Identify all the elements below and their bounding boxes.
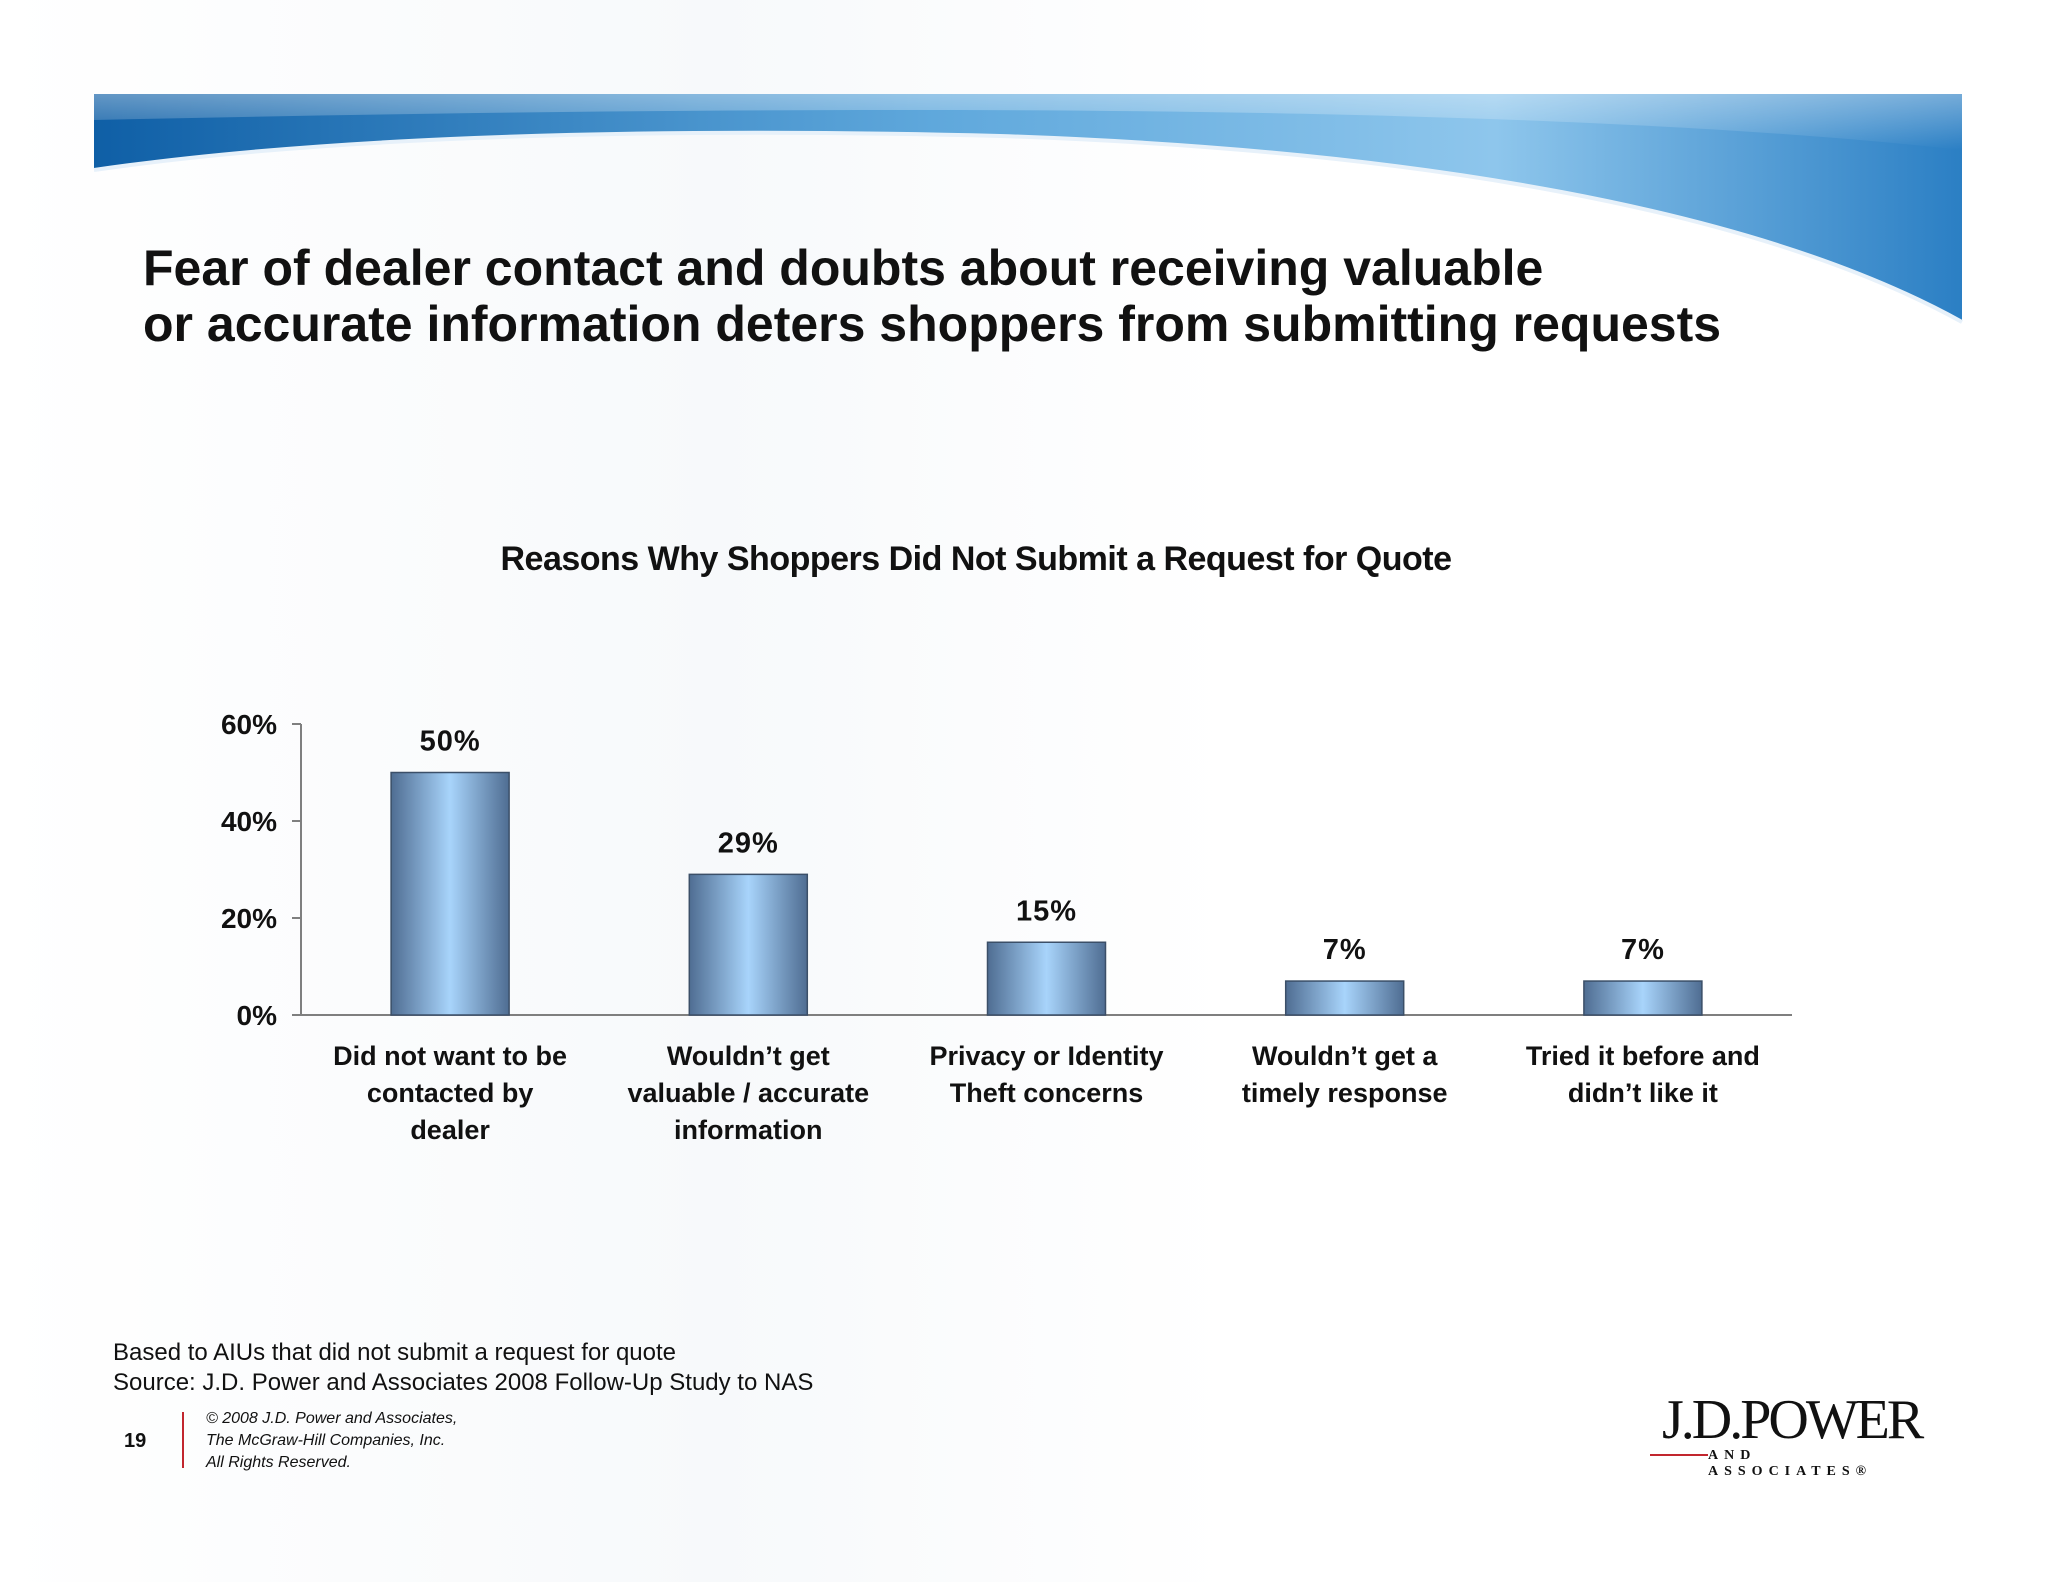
slide-title-line: or accurate information deters shoppers … [143,296,1722,352]
x-tick-label: Wouldn’t get valuable / accurate informati… [598,1038,898,1149]
x-tick-label-line: contacted by [366,1078,534,1108]
y-tick-label: 0% [237,1000,278,1031]
x-tick-label-line: Theft concerns [949,1078,1144,1108]
data-label: 29% [718,827,779,859]
x-tick-label-line: valuable / accurate [627,1078,870,1108]
logo-main-text: J.D.POWER [1662,1389,1924,1451]
footnotes: Based to AIUs that did not submit a requ… [113,1338,813,1398]
x-tick-label: Wouldn’t get a timely response [1195,1038,1495,1112]
chart-title: Reasons Why Shoppers Did Not Submit a Re… [0,540,2048,579]
bar [1284,980,1405,1016]
bar [986,941,1107,1016]
logo-sub-text: AND ASSOCIATES® [1708,1448,1873,1479]
data-label: 7% [1621,934,1665,966]
logo-red-line [1650,1454,1708,1456]
copyright-line: The McGraw-Hill Companies, Inc. [206,1432,446,1449]
x-tick-label-line: Wouldn’t get [666,1041,830,1071]
slide-title: Fear of dealer contact and doubts about … [143,240,1843,352]
copyright-line: © 2008 J.D. Power and Associates, [206,1410,458,1427]
bar [1583,980,1703,1016]
x-tick-label-line: didn’t like it [1567,1078,1718,1108]
y-tick-label: 40% [221,806,277,837]
bar [390,771,510,1016]
x-tick-label: Did not want to be contacted by dealer [300,1038,600,1149]
x-tick-label-line: Tried it before and [1525,1041,1760,1071]
copyright-line: All Rights Reserved. [206,1454,351,1471]
bar [688,873,809,1016]
x-tick-label-line: Wouldn’t get a [1251,1041,1438,1071]
y-tick-label: 60% [221,709,277,740]
page-number: 19 [124,1430,147,1452]
x-tick-label-line: dealer [410,1115,490,1145]
jd-power-logo: J.D.POWER AND ASSOCIATES® [1650,1390,1924,1479]
x-tick-label-line: Did not want to be [333,1041,568,1071]
copyright-divider [182,1412,184,1468]
x-tick-label-line: timely response [1241,1078,1448,1108]
x-tick-label-line: information [674,1115,823,1145]
x-tick-label: Tried it before and didn’t like it [1493,1038,1793,1112]
data-label: 50% [420,726,481,758]
copyright: © 2008 J.D. Power and Associates, The Mc… [206,1408,457,1474]
y-tick-label: 20% [221,903,277,934]
footnote-source: Source: J.D. Power and Associates 2008 F… [113,1369,814,1396]
footnote-base: Based to AIUs that did not submit a requ… [113,1339,677,1366]
chart-title-text: Reasons Why Shoppers Did Not Submit a Re… [500,540,1452,578]
x-tick-label: Privacy or Identity Theft concerns [897,1038,1197,1112]
data-label: 15% [1016,895,1077,927]
slide-title-line: Fear of dealer contact and doubts about … [143,240,1544,296]
x-tick-label-line: Privacy or Identity [929,1041,1164,1071]
data-label: 7% [1323,934,1367,966]
header-banner [93,94,1963,324]
